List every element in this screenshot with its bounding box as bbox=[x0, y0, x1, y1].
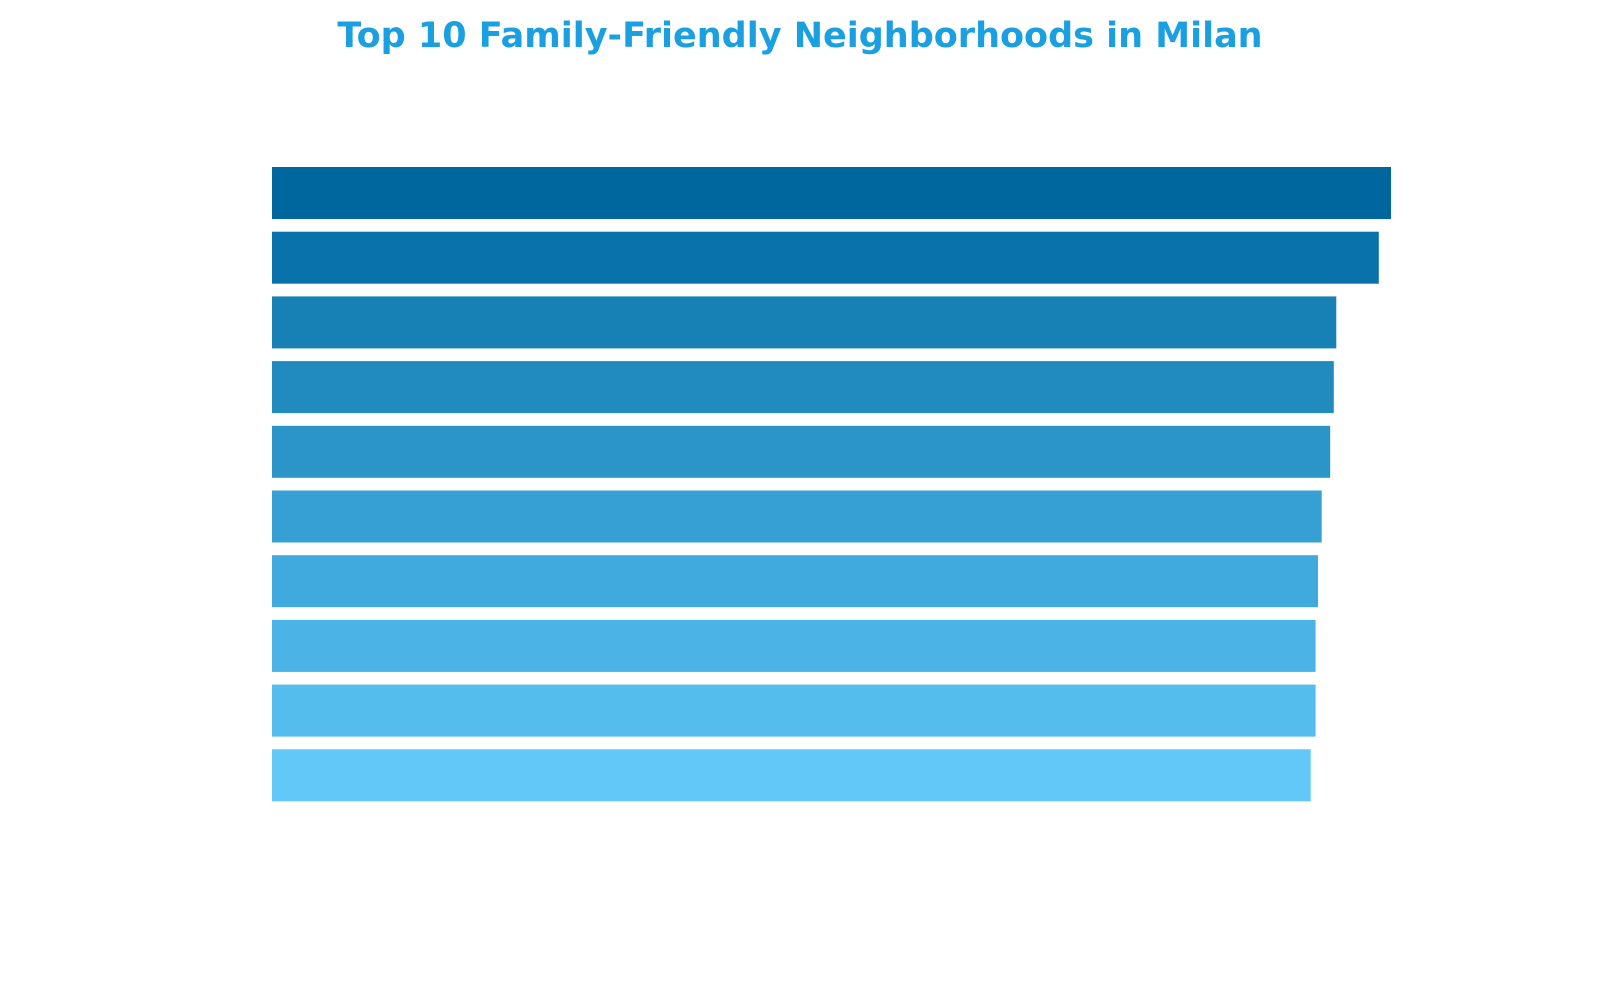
bar-8 bbox=[272, 619, 1316, 672]
bar-5 bbox=[272, 425, 1331, 478]
bar-1 bbox=[272, 167, 1391, 219]
bar-2 bbox=[272, 231, 1379, 284]
bars-group bbox=[272, 167, 1391, 802]
bar-3 bbox=[272, 296, 1337, 349]
bar-9 bbox=[272, 684, 1316, 737]
bar-4 bbox=[272, 361, 1334, 414]
bar-7 bbox=[272, 555, 1318, 608]
bar-10 bbox=[272, 749, 1311, 802]
chart-title: Top 10 Family-Friendly Neighborhoods in … bbox=[337, 16, 1263, 56]
bar-6 bbox=[272, 490, 1322, 543]
